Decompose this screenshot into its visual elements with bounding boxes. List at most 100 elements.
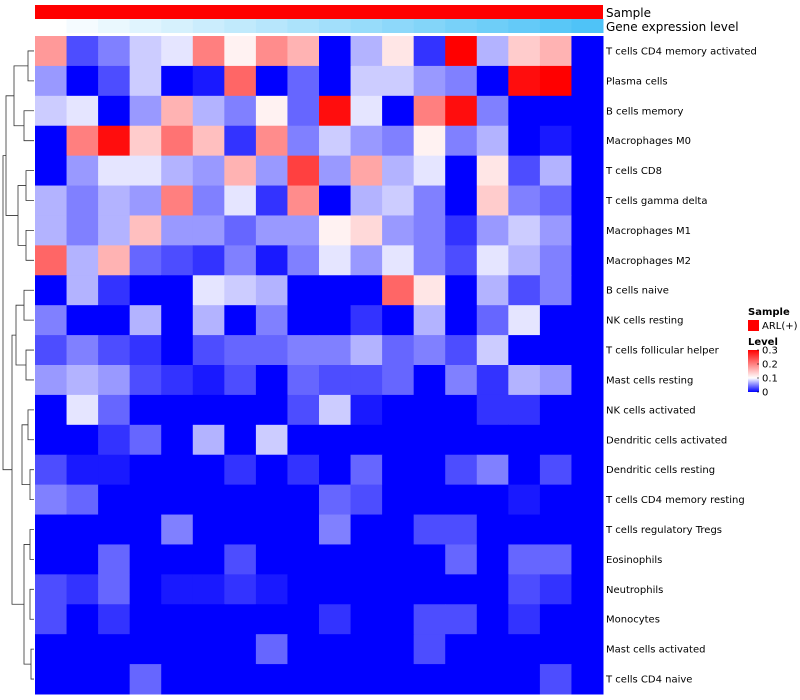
heatmap-cell (476, 394, 509, 426)
heatmap-cell (445, 604, 478, 635)
dendrogram-branch (27, 409, 34, 441)
heatmap-cell (192, 424, 225, 456)
heatmap-cell (445, 185, 478, 216)
heatmap-cell (539, 664, 572, 695)
heatmap-cell (224, 305, 257, 336)
row-label: Macrophages M0 (606, 136, 691, 147)
heatmap-cell (476, 424, 509, 456)
heatmap-cell (571, 574, 604, 605)
heatmap-cell (319, 484, 352, 516)
legend-sample-title: Sample (748, 307, 790, 318)
heatmap-cell (350, 394, 383, 426)
heatmap-cell (319, 125, 352, 157)
heatmap-cell (539, 604, 572, 635)
heatmap-cell (129, 514, 162, 545)
heatmap-cell (413, 664, 446, 695)
heatmap-cell (413, 604, 446, 635)
heatmap-cell (66, 574, 99, 605)
heatmap-cell (571, 484, 604, 516)
heatmap-cell (66, 65, 99, 97)
heatmap-cell (224, 275, 257, 306)
dendrogram-branch (25, 230, 34, 261)
heatmap-cell (129, 634, 162, 665)
legend-sample-swatch (748, 320, 759, 331)
expression-annotation-cell (129, 19, 162, 33)
heatmap-cell (35, 634, 68, 665)
row-label: Dendritic cells activated (606, 435, 727, 446)
heatmap-cell (35, 36, 68, 67)
heatmap-cell (445, 95, 478, 127)
heatmap-cell (445, 454, 478, 486)
heatmap-cell (319, 305, 352, 336)
heatmap-cell (571, 305, 604, 336)
heatmap-cell (382, 245, 415, 276)
heatmap-cell (161, 185, 194, 216)
heatmap-cell (255, 514, 288, 545)
heatmap-cell (129, 185, 162, 216)
heatmap-cell (445, 335, 478, 366)
heatmap-cell (224, 215, 257, 246)
heatmap-cell (287, 664, 320, 695)
heatmap-cell (66, 125, 99, 157)
heatmap-cell (508, 335, 541, 366)
heatmap-cell (571, 604, 604, 635)
dendrogram-branch (27, 50, 34, 82)
heatmap-cell (255, 155, 288, 187)
heatmap-cell (255, 365, 288, 396)
heatmap-cell (476, 454, 509, 486)
heatmap-cell (413, 185, 446, 216)
heatmap-cell (35, 574, 68, 605)
heatmap-cell (66, 514, 99, 545)
heatmap-cell (476, 95, 509, 127)
heatmap-cell (382, 514, 415, 545)
heatmap-cell (287, 245, 320, 276)
dendrogram-branch (13, 65, 28, 127)
heatmap-cell (98, 155, 131, 187)
heatmap-cell (192, 305, 225, 336)
heatmap-cell (161, 544, 194, 575)
heatmap-cell (255, 95, 288, 127)
heatmap-cell (476, 604, 509, 635)
heatmap-cell (539, 95, 572, 127)
heatmap-cell (445, 664, 478, 695)
dendrogram-branch (29, 529, 34, 560)
heatmap-cell (35, 664, 68, 695)
heatmap-cell (287, 125, 320, 157)
row-label: T cells regulatory Tregs (605, 525, 722, 536)
heatmap-cell (571, 36, 604, 67)
heatmap-cell (539, 155, 572, 187)
dendrogram-branch (23, 289, 34, 321)
heatmap-cell (350, 95, 383, 127)
dendrogram-branch (21, 424, 30, 486)
heatmap-cell (445, 544, 478, 575)
heatmap-cell (508, 125, 541, 157)
heatmap-cell (382, 365, 415, 396)
heatmap-cell (382, 424, 415, 456)
heatmap-cell (98, 125, 131, 157)
heatmap-cell (571, 125, 604, 157)
heatmap-cell (66, 454, 99, 486)
heatmap-cell (287, 574, 320, 605)
heatmap-cell (382, 36, 415, 67)
heatmap-cell (224, 514, 257, 545)
heatmap-cell (287, 454, 320, 486)
heatmap-cell (224, 634, 257, 665)
heatmap-cell (66, 275, 99, 306)
heatmap-cell (508, 215, 541, 246)
row-label: NK cells resting (606, 316, 683, 327)
legend-level-title: Level (748, 337, 778, 348)
heatmap-cell (571, 424, 604, 456)
heatmap-cell (192, 36, 225, 67)
heatmap-cell (508, 604, 541, 635)
heatmap-cell (287, 305, 320, 336)
heatmap-cell (35, 604, 68, 635)
heatmap-cell (445, 514, 478, 545)
heatmap-cell (445, 36, 478, 67)
heatmap-cell (476, 365, 509, 396)
heatmap-cell (413, 424, 446, 456)
row-label: B cells memory (606, 106, 683, 117)
heatmap-cell (66, 95, 99, 127)
heatmap-cell (224, 484, 257, 516)
heatmap-cell (445, 65, 478, 97)
